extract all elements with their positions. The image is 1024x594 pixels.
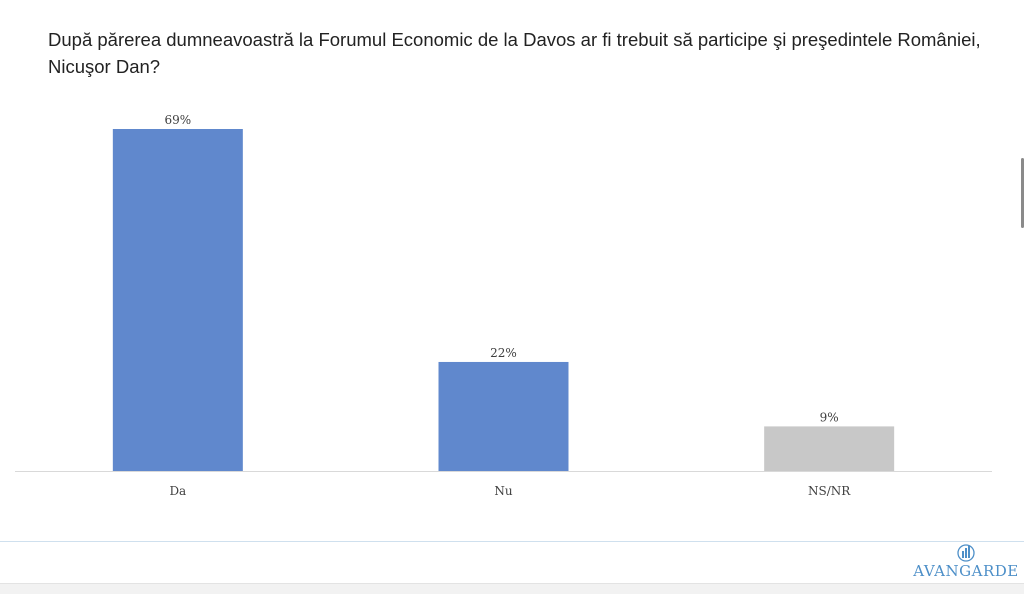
bar-da: [112, 129, 243, 471]
footer-band: [0, 583, 1024, 594]
category-label: NS/NR: [808, 484, 851, 498]
data-label: 22%: [490, 346, 517, 360]
category-label: Da: [169, 484, 186, 498]
category-label: Nu: [494, 484, 513, 498]
chart-question-title: După părerea dumneavoastră la Forumul Ec…: [48, 29, 981, 77]
data-label: 69%: [164, 113, 191, 127]
bar-ns-nr: [764, 426, 895, 471]
logo-wordmark: AVANGARDE: [913, 562, 1019, 580]
avangarde-logo-icon: [957, 544, 975, 562]
avangarde-logo: AVANGARDE: [910, 543, 1022, 583]
bar-chart: 69% Da 22% Nu 9% NS/NR: [15, 113, 992, 498]
scrollbar-thumb[interactable]: [1021, 158, 1024, 228]
footer-divider: [0, 541, 1024, 542]
bar-nu: [438, 361, 569, 471]
data-label: 9%: [820, 410, 839, 424]
